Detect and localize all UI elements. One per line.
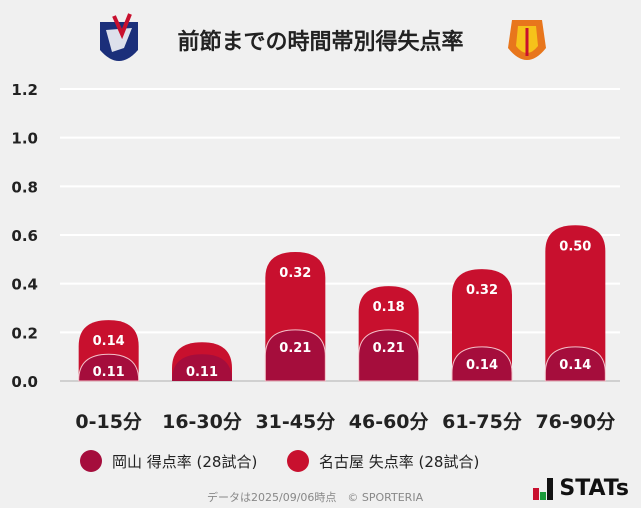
data-label-nagoya: 0.50 xyxy=(559,239,591,254)
data-label-okayama: 0.21 xyxy=(373,341,405,356)
logo-left xyxy=(100,13,138,61)
x-tick-label: 31-45分 xyxy=(255,411,335,433)
bar-nagoya-conceded xyxy=(545,225,606,381)
stats-brand: STATs xyxy=(533,476,629,501)
legend-item-okayama: 岡山 得点率 (28試合) xyxy=(80,450,257,472)
bar-okayama-scored xyxy=(172,354,232,381)
stats-brand-text: STATs xyxy=(559,476,629,501)
footer-note: データは2025/09/06時点 © SPORTERIA xyxy=(207,491,424,504)
x-tick-label: 61-75分 xyxy=(442,411,522,433)
data-label-nagoya: 0.14 xyxy=(93,334,125,349)
data-label-okayama: 0.11 xyxy=(186,365,218,380)
x-tick-label: 0-15分 xyxy=(75,411,142,433)
bar-okayama-scored xyxy=(358,329,420,382)
y-tick-label: 1.0 xyxy=(11,130,38,148)
data-label-nagoya: 0.18 xyxy=(373,300,405,315)
x-tick-label: 46-60分 xyxy=(349,411,429,433)
stats-logo-icon xyxy=(533,477,554,500)
data-label-nagoya: 0.32 xyxy=(466,283,498,298)
legend-label: 名古屋 失点率 (28試合) xyxy=(319,452,480,471)
bar-okayama-scored xyxy=(451,346,513,382)
y-tick-label: 0.8 xyxy=(11,178,38,196)
data-label-okayama: 0.21 xyxy=(279,341,311,356)
data-label-okayama: 0.14 xyxy=(559,358,591,373)
legend-item-nagoya: 名古屋 失点率 (28試合) xyxy=(287,450,479,472)
y-tick-label: 0.6 xyxy=(11,227,38,245)
bar-okayama-scored xyxy=(264,329,326,382)
x-tick-label: 76-90分 xyxy=(535,411,615,433)
legend-swatch xyxy=(80,450,102,472)
y-tick-label: 0.0 xyxy=(11,373,38,391)
chart-title: 前節までの時間帯別得失点率 xyxy=(177,30,464,55)
x-tick-label: 16-30分 xyxy=(162,411,242,433)
y-tick-label: 0.2 xyxy=(11,324,38,342)
legend-swatch xyxy=(287,450,309,472)
bar-okayama-scored xyxy=(78,353,140,382)
y-tick-label: 1.2 xyxy=(11,81,38,99)
data-label-okayama: 0.14 xyxy=(466,358,498,373)
data-label-okayama: 0.11 xyxy=(93,365,125,380)
data-label-nagoya: 0.32 xyxy=(279,266,311,281)
bar-okayama-scored xyxy=(544,346,606,382)
legend-label: 岡山 得点率 (28試合) xyxy=(112,452,258,471)
logo-right xyxy=(508,20,546,60)
y-tick-label: 0.4 xyxy=(11,276,38,294)
